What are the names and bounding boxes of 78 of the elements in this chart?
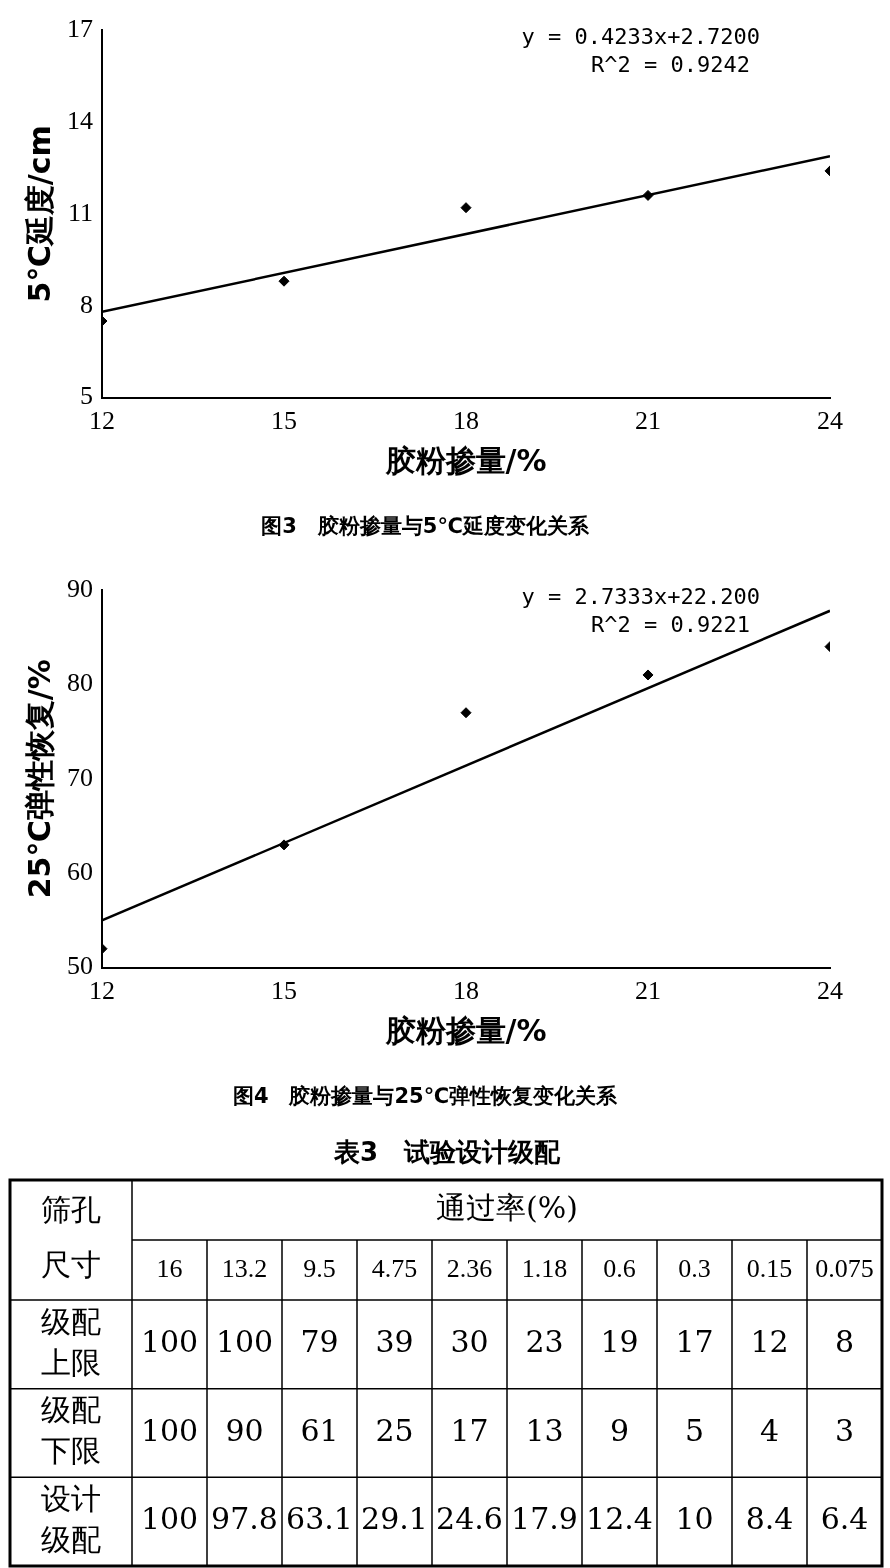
y-axis-title: 5℃延度/cm <box>21 125 57 303</box>
text: 图3 胶粉掺量与5℃延度变化关系 <box>261 513 590 538</box>
annotation: y = 0.4233x+2.7200 <box>521 24 760 49</box>
data-label: 17 <box>450 1412 489 1448</box>
y-tick-label: 14 <box>67 105 93 135</box>
data-label: 19 <box>600 1324 639 1360</box>
x-tick-label: 0.15 <box>746 1253 793 1283</box>
point <box>460 707 472 719</box>
data-label: 12.4 <box>586 1501 653 1537</box>
y-tick-label: 8 <box>80 289 93 319</box>
x-tick-label: 0.075 <box>815 1253 874 1283</box>
data-label: 100 <box>140 1412 199 1448</box>
data-label: 10 <box>675 1501 714 1537</box>
data-label: 39 <box>375 1324 414 1360</box>
x-axis-title: 胶粉掺量/% <box>384 442 547 478</box>
data-label: 100 <box>215 1324 274 1360</box>
data-label: 4 <box>759 1412 780 1448</box>
x-tick-label: 15 <box>271 976 297 1006</box>
y-tick-label: 90 <box>67 573 93 603</box>
y-axis-title: 筛孔尺寸 <box>41 1192 101 1283</box>
x-tick-label: 21 <box>635 406 661 436</box>
point <box>642 669 654 681</box>
x-axis-title: 胶粉掺量/% <box>384 1012 547 1048</box>
point <box>460 202 472 214</box>
data-label: 5 <box>684 1412 705 1448</box>
data-label: 13 <box>525 1412 564 1448</box>
data-label: 79 <box>300 1324 339 1360</box>
y-tick-label: 级配上限 <box>41 1303 101 1380</box>
data-label: 17.9 <box>511 1501 578 1537</box>
x-tick-label: 21 <box>635 976 661 1006</box>
y-tick-label: 60 <box>67 857 93 887</box>
x-tick-label: 24 <box>817 976 843 1006</box>
y-tick-label: 70 <box>67 762 93 792</box>
data-label: 17 <box>675 1324 714 1360</box>
y-tick-label: 11 <box>67 197 93 227</box>
y-tick-label: 级配下限 <box>41 1392 101 1469</box>
point <box>642 189 654 201</box>
data-label: 23 <box>525 1324 564 1360</box>
annotation: R^2 = 0.9221 <box>591 612 750 637</box>
x-tick-label: 0.6 <box>603 1253 636 1283</box>
data-label: 25 <box>375 1412 414 1448</box>
x-tick-label: 18 <box>453 406 479 436</box>
x-tick-label: 0.3 <box>678 1253 711 1283</box>
point <box>278 275 290 287</box>
data-label: 97.8 <box>211 1501 278 1537</box>
data-label: 6.4 <box>820 1501 869 1537</box>
data-label: 8.4 <box>745 1501 794 1537</box>
x-tick-label: 4.75 <box>371 1253 418 1283</box>
x-tick-label: 13.2 <box>221 1253 268 1283</box>
x-tick-label: 16 <box>156 1253 183 1283</box>
point <box>278 839 290 851</box>
annotation: y = 2.7333x+22.200 <box>521 584 760 609</box>
x-tick-label: 2.36 <box>446 1253 493 1283</box>
x-tick-label: 24 <box>817 406 843 436</box>
data-label: 100 <box>140 1324 199 1360</box>
data-label: 3 <box>834 1412 855 1448</box>
data-label: 24.6 <box>436 1501 503 1537</box>
data-label: 100 <box>140 1501 199 1537</box>
y-axis-title: 25℃弹性恢复/% <box>21 659 57 899</box>
x-axis-title: 通过率(%) <box>436 1189 578 1225</box>
x-tick-label: 1.18 <box>521 1253 568 1283</box>
data-label: 90 <box>225 1412 264 1448</box>
data-label: 9 <box>609 1412 630 1448</box>
y-tick-label: 设计级配 <box>41 1481 101 1557</box>
data-label: 12 <box>750 1324 789 1360</box>
x-tick-label: 18 <box>453 976 479 1006</box>
chart-title: 表3 试验设计级配 <box>332 1136 562 1167</box>
data-label: 63.1 <box>286 1501 353 1537</box>
data-label: 8 <box>834 1324 855 1360</box>
annotation: R^2 = 0.9242 <box>591 52 750 77</box>
y-tick-label: 17 <box>67 13 93 43</box>
x-tick-label: 9.5 <box>303 1253 336 1283</box>
data-label: 29.1 <box>361 1501 428 1537</box>
data-label: 30 <box>450 1324 489 1360</box>
x-tick-label: 15 <box>271 406 297 436</box>
y-tick-label: 80 <box>67 668 93 698</box>
text: 图4 胶粉掺量与25℃弹性恢复变化关系 <box>232 1083 619 1108</box>
data-label: 61 <box>300 1412 339 1448</box>
